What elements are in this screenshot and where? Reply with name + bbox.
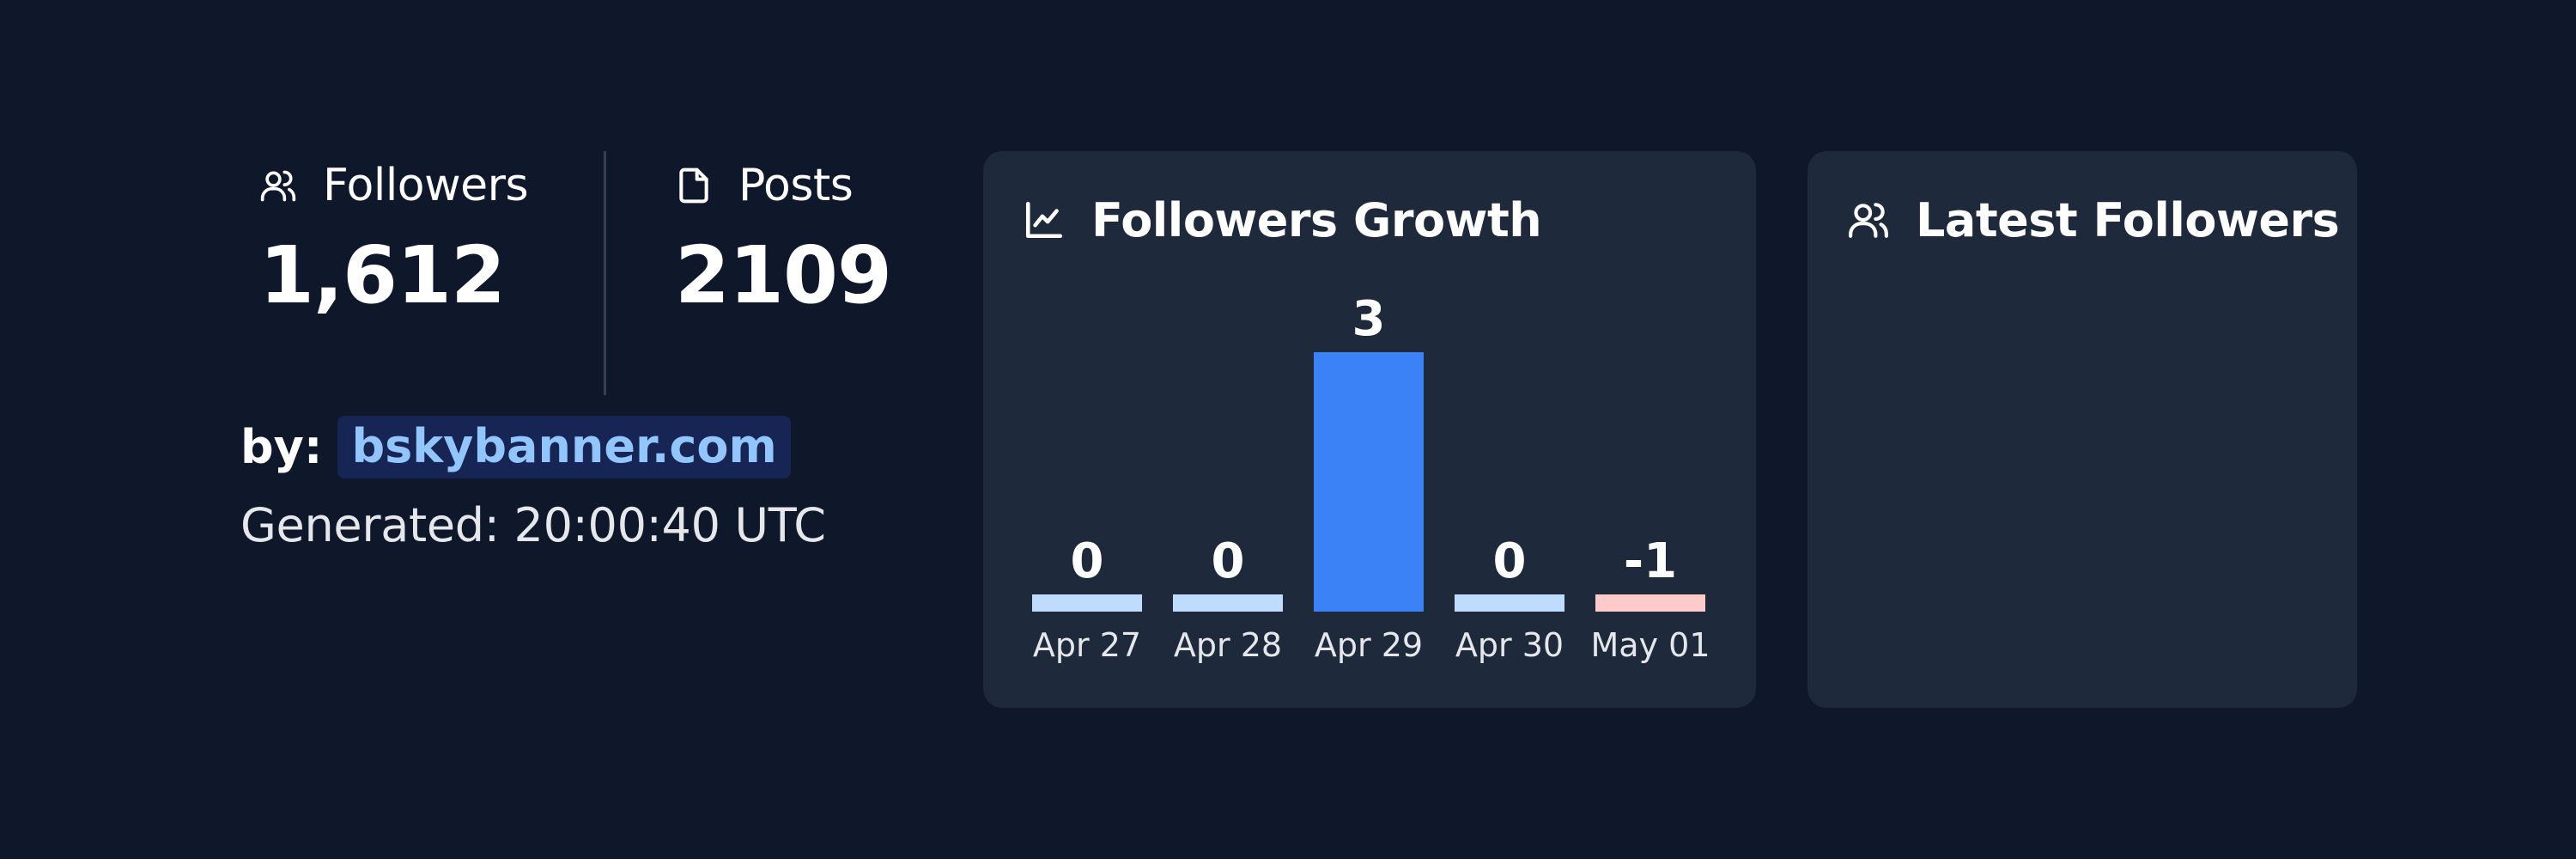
file-icon <box>675 167 713 204</box>
users-icon <box>259 167 297 204</box>
latest-followers-header: Latest Followers <box>1847 151 2340 289</box>
growth-date-label-4: May 01 <box>1591 626 1710 664</box>
generated-timestamp: Generated: 20:00:40 UTC <box>240 498 826 552</box>
growth-date-label-0: Apr 27 <box>1033 626 1141 664</box>
growth-value-label-3: 0 <box>1493 533 1527 589</box>
growth-bar-0 <box>1032 594 1142 612</box>
followers-growth-header: Followers Growth <box>1023 151 1542 289</box>
growth-bar-1 <box>1173 594 1283 612</box>
posts-stat-header: Posts <box>675 151 891 220</box>
growth-bar-2 <box>1314 352 1424 612</box>
followers-stat-header: Followers <box>259 151 529 220</box>
growth-date-label-3: Apr 30 <box>1455 626 1564 664</box>
line-chart-icon <box>1023 198 1066 241</box>
followers-stat: Followers 1,612 <box>259 151 529 323</box>
latest-followers-title: Latest Followers <box>1916 192 2340 247</box>
followers-growth-title: Followers Growth <box>1091 192 1542 247</box>
growth-value-label-1: 0 <box>1212 533 1245 589</box>
attribution-link[interactable]: bskybanner.com <box>337 415 791 478</box>
posts-label: Posts <box>738 160 854 211</box>
attribution: by: bskybanner.com <box>240 414 791 479</box>
growth-value-label-0: 0 <box>1071 533 1104 589</box>
followers-count: 1,612 <box>259 229 506 321</box>
latest-followers-card: Latest Followers <box>1807 151 2357 708</box>
growth-value-label-4: -1 <box>1624 533 1677 589</box>
growth-date-label-2: Apr 29 <box>1315 626 1423 664</box>
growth-value-label-2: 3 <box>1352 291 1386 347</box>
growth-date-label-1: Apr 28 <box>1174 626 1282 664</box>
attribution-label: by: <box>240 419 323 474</box>
users-icon <box>1847 198 1890 241</box>
stats-divider <box>604 151 606 395</box>
followers-growth-chart: 0 Apr 27 0 Apr 28 3 Apr 29 0 Apr 30 -1 May 01 <box>1032 291 1710 664</box>
growth-bar-4 <box>1595 594 1705 612</box>
followers-label: Followers <box>323 160 529 211</box>
growth-bar-3 <box>1455 594 1564 612</box>
posts-count: 2109 <box>675 229 892 321</box>
followers-growth-card: Followers Growth 0 Apr 27 0 Apr 28 3 Apr 29 0 A… <box>983 151 1756 708</box>
posts-stat: Posts 2109 <box>675 151 892 323</box>
